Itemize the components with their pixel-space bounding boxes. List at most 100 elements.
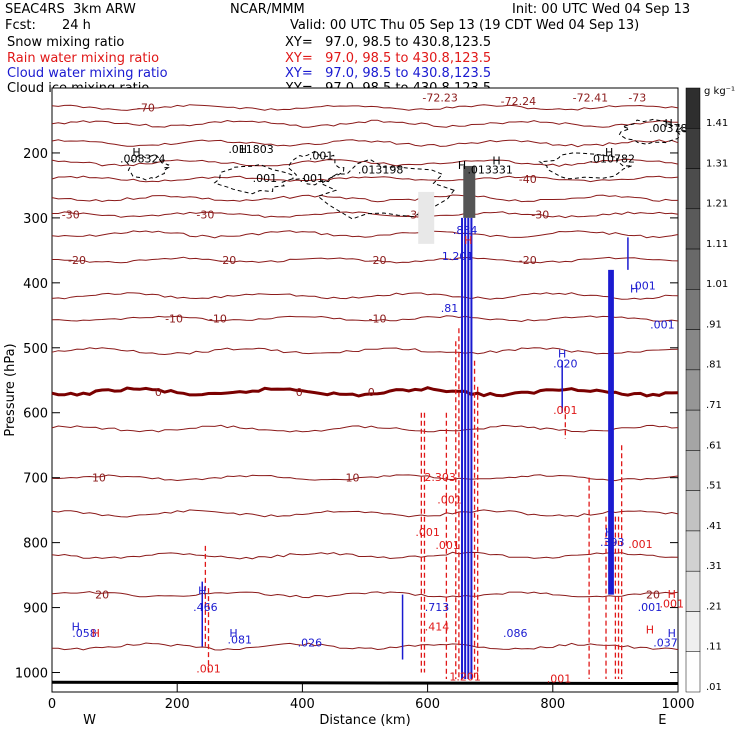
colorbar-label: 1.31 — [706, 158, 728, 169]
valid-time: Valid: 00 UTC Thu 05 Sep 13 (19 CDT Wed … — [290, 18, 640, 33]
isotherm-label: -72.23 — [422, 92, 457, 105]
high-marker: H — [92, 627, 100, 640]
x-tick-label: 800 — [540, 697, 565, 712]
high-marker: H — [464, 234, 472, 247]
high-marker: H — [605, 526, 613, 539]
cloudwater-label: .081 — [228, 633, 253, 646]
x-tick-label: 200 — [165, 697, 190, 712]
isotherm-line — [51, 104, 679, 111]
y-axis-label: Pressure (hPa) — [3, 343, 18, 436]
colorbar-label: .01 — [706, 682, 722, 693]
isobaric-line — [51, 642, 679, 651]
ground-line — [51, 680, 679, 686]
cloudwater-label: .037 — [653, 637, 678, 650]
colorbar-segment — [685, 530, 701, 572]
high-marker: H — [605, 146, 613, 159]
y-tick-label: 900 — [23, 602, 48, 617]
colorbar-segment — [685, 450, 701, 491]
high-marker: H — [558, 348, 566, 361]
y-tick-label: 800 — [23, 537, 48, 552]
colorbar-segment — [685, 570, 701, 612]
high-marker: H — [229, 627, 237, 640]
colorbar-segment — [685, 651, 701, 693]
isotherm-label: -20 — [519, 254, 537, 267]
rain-label: .001 — [628, 538, 653, 551]
isotherm-label: -20 — [68, 254, 86, 267]
colorbar-segment — [685, 329, 701, 371]
init-time: Init: 00 UTC Wed 04 Sep 13 — [512, 2, 691, 17]
cloudwater-label: .81 — [441, 302, 459, 315]
isobaric-line — [51, 292, 679, 300]
field-rain-xy: XY= 97.0, 98.5 to 430.8,123.5 — [285, 51, 492, 66]
colorbar-label: 1.21 — [706, 199, 728, 210]
isotherm-label: 0 — [155, 386, 162, 399]
isotherm-line — [51, 474, 679, 482]
cloudwater-label: .001 — [631, 279, 656, 292]
colorbar-label: 1.11 — [706, 239, 728, 250]
isotherm-label: -30 — [531, 209, 549, 222]
colorbar-label: .31 — [706, 561, 722, 572]
field-snow-label: Snow mixing ratio — [7, 35, 125, 50]
colorbar-segment — [685, 409, 701, 451]
x-axis-label: Distance (km) — [319, 713, 410, 728]
x-tick-label: 600 — [415, 697, 440, 712]
colorbar-segment — [685, 369, 701, 411]
isotherm-line — [52, 211, 679, 219]
rain-label: .001 — [196, 663, 221, 676]
isotherm-label: 0 — [296, 386, 303, 399]
colorbar-label: 1.01 — [706, 279, 728, 290]
snow-label: .001 — [309, 149, 334, 162]
isotherm-label: -70 — [137, 101, 155, 114]
field-cloudwater-xy: XY= 97.0, 98.5 to 430.8,123.5 — [285, 66, 492, 81]
isotherm-line — [51, 315, 679, 323]
fcst-value: 24 h — [62, 18, 91, 33]
isotherm-label: -72.41 — [573, 92, 608, 105]
colorbar-label: .71 — [706, 400, 722, 411]
snow-contour — [287, 150, 345, 186]
high-marker: H — [239, 143, 247, 156]
rain-label: 1.201 — [449, 670, 481, 683]
rain-label: .414 — [425, 620, 450, 633]
isobaric-line — [51, 194, 678, 203]
isotherm-line — [52, 256, 679, 264]
isobaric-line — [51, 347, 679, 356]
y-tick-label: 1000 — [15, 667, 48, 682]
snow-label: .013331 — [467, 164, 513, 177]
isotherm-label: -73 — [628, 92, 646, 105]
isotherm-label: 10 — [345, 472, 359, 485]
isotherm-label: -30 — [62, 209, 80, 222]
field-snow-xy: XY= 97.0, 98.5 to 430.8,123.5 — [285, 35, 492, 50]
isotherm-label: -10 — [369, 313, 387, 326]
y-tick-label: 200 — [23, 147, 48, 162]
colorbar-label: .21 — [706, 601, 722, 612]
snow-contour — [618, 118, 689, 145]
fcst-label: Fcst: — [5, 18, 36, 33]
high-marker: H — [72, 620, 80, 633]
cloudwater-label: .001 — [638, 601, 663, 614]
y-tick-label: 600 — [23, 407, 48, 422]
colorbar-segment — [685, 490, 701, 532]
ice-shading — [418, 191, 435, 244]
colorbar-label: .51 — [706, 481, 722, 492]
rain-label: .001 — [547, 672, 572, 685]
high-marker: H — [668, 627, 676, 640]
colorbar-label: .91 — [706, 319, 722, 330]
isobaric-line — [51, 509, 679, 518]
colorbar-segment — [685, 128, 701, 169]
cloudwater-label: .086 — [503, 627, 528, 640]
x-left-label: W — [83, 713, 96, 728]
cloudwater-label: .466 — [193, 601, 218, 614]
colorbar-label: .81 — [706, 360, 722, 371]
field-cloudwater-label: Cloud water mixing ratio — [7, 66, 168, 81]
colorbar-label: .11 — [706, 642, 722, 653]
cloudwater-label: .834 — [453, 224, 478, 237]
rain-label: .001 — [553, 404, 578, 417]
cloudwater-label: .393 — [600, 536, 625, 549]
high-marker: H — [668, 588, 676, 601]
org-label: NCAR/MMM — [230, 2, 305, 17]
snow-label: .010782 — [590, 153, 636, 166]
colorbar-segment — [685, 289, 701, 330]
isotherm-line — [51, 386, 679, 398]
high-marker: H — [458, 159, 466, 172]
